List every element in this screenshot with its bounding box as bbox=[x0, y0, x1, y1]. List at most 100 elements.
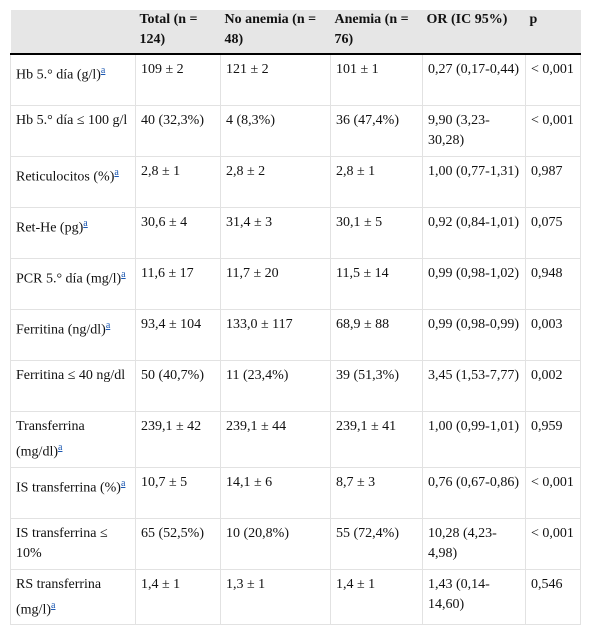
table-cell: 11,6 ± 17 bbox=[135, 258, 221, 310]
header-cell: p bbox=[525, 10, 581, 55]
table-cell: 1,4 ± 1 bbox=[330, 568, 423, 625]
row-label-cell: Hb 5.° día (g/l)a bbox=[10, 53, 136, 106]
table-cell: 3,45 (1,53-7,77) bbox=[422, 360, 526, 412]
footnote-link[interactable]: a bbox=[100, 65, 106, 76]
table-cell: 93,4 ± 104 bbox=[135, 309, 221, 361]
table-cell: 0,99 (0,98-0,99) bbox=[422, 309, 526, 361]
header-cell: No anemia (n = 48) bbox=[220, 10, 331, 55]
table-cell: 4 (8,3%) bbox=[220, 105, 331, 157]
table-cell: 65 (52,5%) bbox=[135, 517, 221, 570]
row-label-cell: Transferrina (mg/dl)a bbox=[10, 411, 136, 468]
table-cell: 2,8 ± 2 bbox=[220, 156, 331, 208]
footnote-link[interactable]: a bbox=[58, 442, 63, 453]
footnote-ref: a bbox=[101, 63, 105, 76]
table-cell: 0,92 (0,84-1,01) bbox=[422, 207, 526, 259]
row-label: IS transferrina (%) bbox=[16, 480, 121, 496]
footnote-ref: a bbox=[106, 318, 110, 331]
header-cell: Anemia (n = 76) bbox=[330, 10, 423, 55]
row-label: Ferritina ≤ 40 ng/dl bbox=[16, 368, 126, 383]
table-cell: 1,00 (0,77-1,31) bbox=[422, 156, 526, 208]
table-cell: 50 (40,7%) bbox=[135, 360, 221, 412]
row-label: PCR 5.° día (mg/l) bbox=[16, 271, 122, 287]
table-cell: 101 ± 1 bbox=[330, 53, 423, 106]
row-label-cell: PCR 5.° día (mg/l)a bbox=[10, 258, 136, 310]
table-cell: < 0,001 bbox=[525, 517, 581, 570]
table-cell: 55 (72,4%) bbox=[330, 517, 423, 570]
table-cell: 30,6 ± 4 bbox=[135, 207, 221, 259]
table-cell: 30,1 ± 5 bbox=[330, 207, 423, 259]
table-cell: 2,8 ± 1 bbox=[330, 156, 423, 208]
table-cell: 14,1 ± 6 bbox=[220, 466, 331, 519]
table-row: Transferrina (mg/dl)a 239,1 ± 42 239,1 ± 4… bbox=[10, 411, 581, 468]
table-cell: 0,075 bbox=[525, 207, 581, 259]
footnote-link[interactable]: a bbox=[114, 167, 119, 178]
table-cell: 0,959 bbox=[525, 411, 581, 468]
table-cell: 31,4 ± 3 bbox=[220, 207, 331, 259]
table-row: IS transferrina (%)a 10,7 ± 5 14,1 ± 6 8,7 … bbox=[10, 466, 581, 519]
table-cell: 8,7 ± 3 bbox=[330, 466, 423, 519]
header-cell bbox=[10, 10, 136, 55]
table-cell: 10,28 (4,23-4,98) bbox=[422, 517, 526, 570]
row-label-cell: IS transferrina (%)a bbox=[10, 466, 136, 519]
row-label: Ret-He (pg) bbox=[16, 220, 84, 236]
table-cell: 0,002 bbox=[525, 360, 581, 412]
row-label-cell: Reticulocitos (%)a bbox=[10, 156, 136, 208]
footnote-ref: a bbox=[114, 165, 118, 178]
row-label-cell: Ferritina (ng/dl)a bbox=[10, 309, 136, 361]
table-cell: 1,4 ± 1 bbox=[135, 568, 221, 625]
row-label: Reticulocitos (%) bbox=[16, 169, 115, 185]
table-row: Hb 5.° día (g/l)a 109 ± 2 121 ± 2 101 ± 1 0,… bbox=[10, 53, 581, 106]
table-cell: 2,8 ± 1 bbox=[135, 156, 221, 208]
table-cell: 11,5 ± 14 bbox=[330, 258, 423, 310]
footnote-link[interactable]: a bbox=[83, 218, 88, 229]
table-cell: 0,003 bbox=[525, 309, 581, 361]
table-row: Ferritina (ng/dl)a 93,4 ± 104 133,0 ± 117 6… bbox=[10, 309, 581, 361]
table-cell: 239,1 ± 44 bbox=[220, 411, 331, 468]
footnote-ref: a bbox=[83, 216, 87, 229]
footnote-link[interactable]: a bbox=[51, 599, 56, 611]
table-cell: < 0,001 bbox=[525, 53, 581, 106]
row-label: Hb 5.° día ≤ 100 g/l bbox=[16, 113, 128, 128]
table-body: Hb 5.° día (g/l)a 109 ± 2 121 ± 2 101 ± 1 0,… bbox=[10, 53, 581, 625]
table-row: RS transferrina (mg/l)a 1,4 ± 1 1,3 ± 1 1,4… bbox=[10, 568, 581, 625]
row-label: IS transferrina ≤ 10% bbox=[16, 525, 108, 561]
table-cell: 0,76 (0,67-0,86) bbox=[422, 466, 526, 519]
table-cell: 1,3 ± 1 bbox=[220, 568, 331, 625]
row-label: Transferrina (mg/dl) bbox=[16, 419, 85, 460]
table-cell: 0,987 bbox=[525, 156, 581, 208]
table-cell: 121 ± 2 bbox=[220, 53, 331, 106]
header-row: Total (n = 124) No anemia (n = 48) Anemia … bbox=[10, 10, 581, 55]
table-row: PCR 5.° día (mg/l)a 11,6 ± 17 11,7 ± 20 11,… bbox=[10, 258, 581, 310]
table-cell: 239,1 ± 41 bbox=[330, 411, 423, 468]
row-label: Hb 5.° día (g/l) bbox=[16, 67, 101, 83]
table-cell: 0,948 bbox=[525, 258, 581, 310]
table-cell: < 0,001 bbox=[525, 105, 581, 157]
row-label-cell: Hb 5.° día ≤ 100 g/l bbox=[10, 105, 136, 157]
row-label: Ferritina (ng/dl) bbox=[16, 322, 106, 338]
table-cell: 0,27 (0,17-0,44) bbox=[422, 53, 526, 106]
table-row: Ferritina ≤ 40 ng/dl 50 (40,7%) 11 (23,4%)… bbox=[10, 360, 581, 412]
footnote-link[interactable]: a bbox=[121, 269, 126, 280]
table-row: IS transferrina ≤ 10% 65 (52,5%) 10 (20,8%… bbox=[10, 517, 581, 570]
table-cell: 0,99 (0,98-1,02) bbox=[422, 258, 526, 310]
footnote-ref: a bbox=[58, 440, 62, 453]
header-cell: Total (n = 124) bbox=[135, 10, 221, 55]
table-cell: 0,546 bbox=[525, 568, 581, 625]
table-row: Ret-He (pg)a 30,6 ± 4 31,4 ± 3 30,1 ± 5 0,92… bbox=[10, 207, 581, 259]
footnote-link[interactable]: a bbox=[120, 477, 126, 489]
footnote-ref: a bbox=[121, 267, 125, 280]
table-cell: 1,00 (0,99-1,01) bbox=[422, 411, 526, 468]
footnote-ref: a bbox=[51, 598, 55, 611]
table-cell: 133,0 ± 117 bbox=[220, 309, 331, 361]
table-cell: 239,1 ± 42 bbox=[135, 411, 221, 468]
table-cell: 39 (51,3%) bbox=[330, 360, 423, 412]
row-label: RS transferrina (mg/l) bbox=[16, 576, 102, 618]
table-cell: 40 (32,3%) bbox=[135, 105, 221, 157]
table-cell: 10,7 ± 5 bbox=[135, 466, 221, 519]
footnote-link[interactable]: a bbox=[105, 320, 111, 331]
table-row: Hb 5.° día ≤ 100 g/l 40 (32,3%) 4 (8,3%) 36… bbox=[10, 105, 581, 157]
table-cell: 36 (47,4%) bbox=[330, 105, 423, 157]
table-cell: 1,43 (0,14-14,60) bbox=[422, 568, 526, 625]
